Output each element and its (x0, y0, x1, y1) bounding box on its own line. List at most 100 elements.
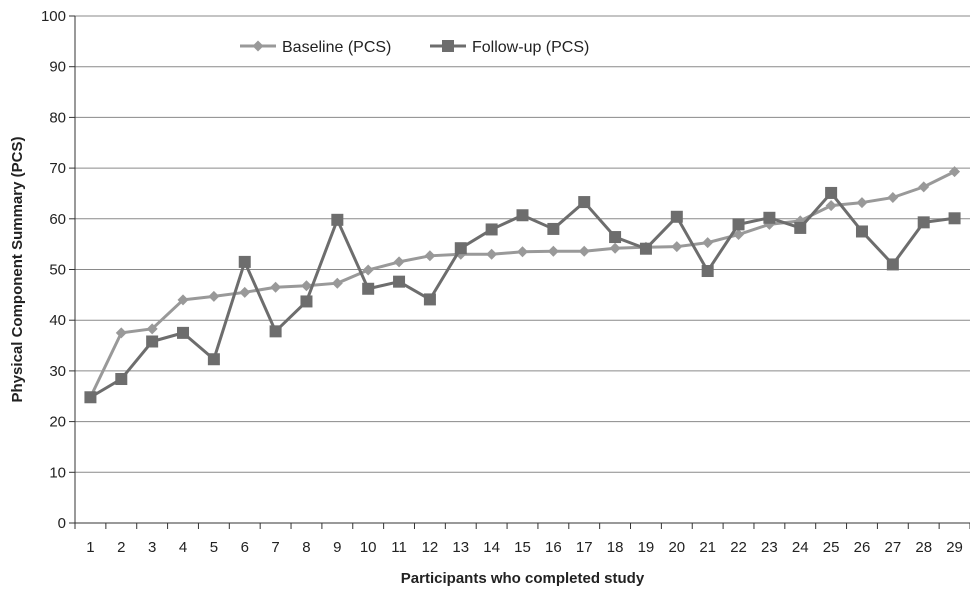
axes (69, 16, 970, 529)
x-tick-label: 13 (452, 539, 469, 556)
baseline-point (610, 243, 621, 254)
follow-up-point (825, 187, 837, 199)
x-tick-label: 21 (699, 539, 716, 556)
follow-up-point (300, 295, 312, 307)
x-tick-label: 27 (885, 539, 902, 556)
follow-up-point (393, 276, 405, 288)
x-tick-label: 2 (117, 539, 125, 556)
follow-up-point (270, 325, 282, 337)
baseline-point (579, 246, 590, 257)
follow-up-point (918, 216, 930, 228)
series-baseline (85, 166, 960, 403)
y-tick-label: 10 (49, 464, 66, 481)
follow-up-point (486, 223, 498, 235)
x-tick-label: 16 (545, 539, 562, 556)
y-tick-label: 20 (49, 414, 66, 431)
x-tick-label: 7 (271, 539, 279, 556)
x-tick-label: 11 (391, 539, 407, 556)
x-tick-label: 29 (946, 539, 963, 556)
baseline-point (239, 287, 250, 298)
follow-up-point (517, 209, 529, 221)
legend: Baseline (PCS) Follow-up (PCS) (240, 39, 589, 56)
x-tick-label: 3 (148, 539, 156, 556)
follow-up-point (424, 293, 436, 305)
baseline-point (671, 241, 682, 252)
x-tick-label: 22 (730, 539, 747, 556)
x-tick-label: 10 (360, 539, 377, 556)
x-axis-title: Participants who completed study (401, 570, 645, 587)
x-tick-label: 25 (823, 539, 840, 556)
x-tick-label: 8 (302, 539, 310, 556)
x-tick-label: 9 (333, 539, 341, 556)
follow-up-point (763, 212, 775, 224)
baseline-point (856, 197, 867, 208)
baseline-point (486, 249, 497, 260)
follow-up-point (84, 391, 96, 403)
baseline-point (887, 192, 898, 203)
follow-up-point (239, 256, 251, 268)
baseline-point (208, 291, 219, 302)
follow-up-point (578, 196, 590, 208)
x-tick-label: 4 (179, 539, 187, 556)
y-axis-title: Physical Component Summary (PCS) (9, 137, 26, 403)
x-tick-label: 28 (915, 539, 932, 556)
legend-label: Follow-up (PCS) (472, 39, 589, 56)
baseline-point (918, 181, 929, 192)
follow-up-point (146, 335, 158, 347)
baseline-point (270, 282, 281, 293)
follow-up-point (115, 373, 127, 385)
follow-up-point (331, 214, 343, 226)
legend-label: Baseline (PCS) (282, 39, 391, 56)
follow-up-point (887, 258, 899, 270)
y-tick-label: 0 (58, 515, 66, 532)
y-tick-label: 90 (49, 59, 66, 76)
x-tick-label: 5 (210, 539, 218, 556)
x-tick-label: 26 (854, 539, 871, 556)
x-tick-label: 23 (761, 539, 778, 556)
x-tick-label: 18 (607, 539, 624, 556)
baseline-point (332, 278, 343, 289)
y-tick-label: 50 (49, 262, 66, 279)
baseline-point (394, 256, 405, 267)
x-tick-labels: 1 2 3 4 5 6 7 8 9 10 11 12 13 14 15 16 17 18 19 20 21 22 23 24 2… (86, 539, 963, 556)
gridlines (75, 16, 970, 472)
follow-up-point (671, 211, 683, 223)
baseline-point (424, 250, 435, 261)
baseline-point (702, 237, 713, 248)
baseline-point (826, 200, 837, 211)
follow-up-point (702, 265, 714, 277)
x-tick-label: 1 (86, 539, 94, 556)
follow-up-point (362, 283, 374, 295)
y-tick-label: 40 (49, 312, 66, 329)
data-series (84, 166, 960, 403)
x-tick-label: 24 (792, 539, 809, 556)
follow-up-point (547, 223, 559, 235)
follow-up-point (794, 222, 806, 234)
baseline-point (517, 246, 528, 257)
y-tick-label: 30 (49, 363, 66, 380)
follow-up-point (640, 243, 652, 255)
x-tick-label: 15 (514, 539, 531, 556)
y-tick-label: 70 (49, 160, 66, 177)
legend-item: Baseline (PCS) (240, 39, 391, 56)
x-tick-label: 17 (576, 539, 593, 556)
legend-item: Follow-up (PCS) (430, 39, 589, 56)
follow-up-point (609, 231, 621, 243)
y-tick-label: 80 (49, 109, 66, 126)
follow-up-point (455, 242, 467, 254)
follow-up-point (949, 212, 961, 224)
legend-swatch-marker (253, 41, 264, 52)
x-tick-label: 20 (668, 539, 685, 556)
y-tick-label: 100 (41, 8, 66, 25)
x-tick-label: 19 (638, 539, 655, 556)
x-tick-label: 12 (422, 539, 439, 556)
baseline-point (116, 327, 127, 338)
baseline-point (548, 246, 559, 257)
y-tick-label: 60 (49, 211, 66, 228)
legend-swatch-marker (442, 40, 454, 52)
x-tick-label: 14 (483, 539, 500, 556)
follow-up-point (177, 327, 189, 339)
follow-up-point (208, 353, 220, 365)
x-tick-label: 6 (241, 539, 249, 556)
